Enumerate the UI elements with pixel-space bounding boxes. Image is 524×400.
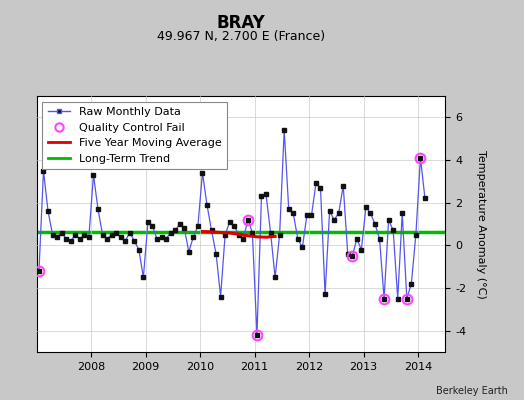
- Y-axis label: Temperature Anomaly (°C): Temperature Anomaly (°C): [476, 150, 486, 298]
- Text: Berkeley Earth: Berkeley Earth: [436, 386, 508, 396]
- Legend: Raw Monthly Data, Quality Control Fail, Five Year Moving Average, Long-Term Tren: Raw Monthly Data, Quality Control Fail, …: [42, 102, 227, 169]
- Text: BRAY: BRAY: [216, 14, 266, 32]
- Text: 49.967 N, 2.700 E (France): 49.967 N, 2.700 E (France): [157, 30, 325, 43]
